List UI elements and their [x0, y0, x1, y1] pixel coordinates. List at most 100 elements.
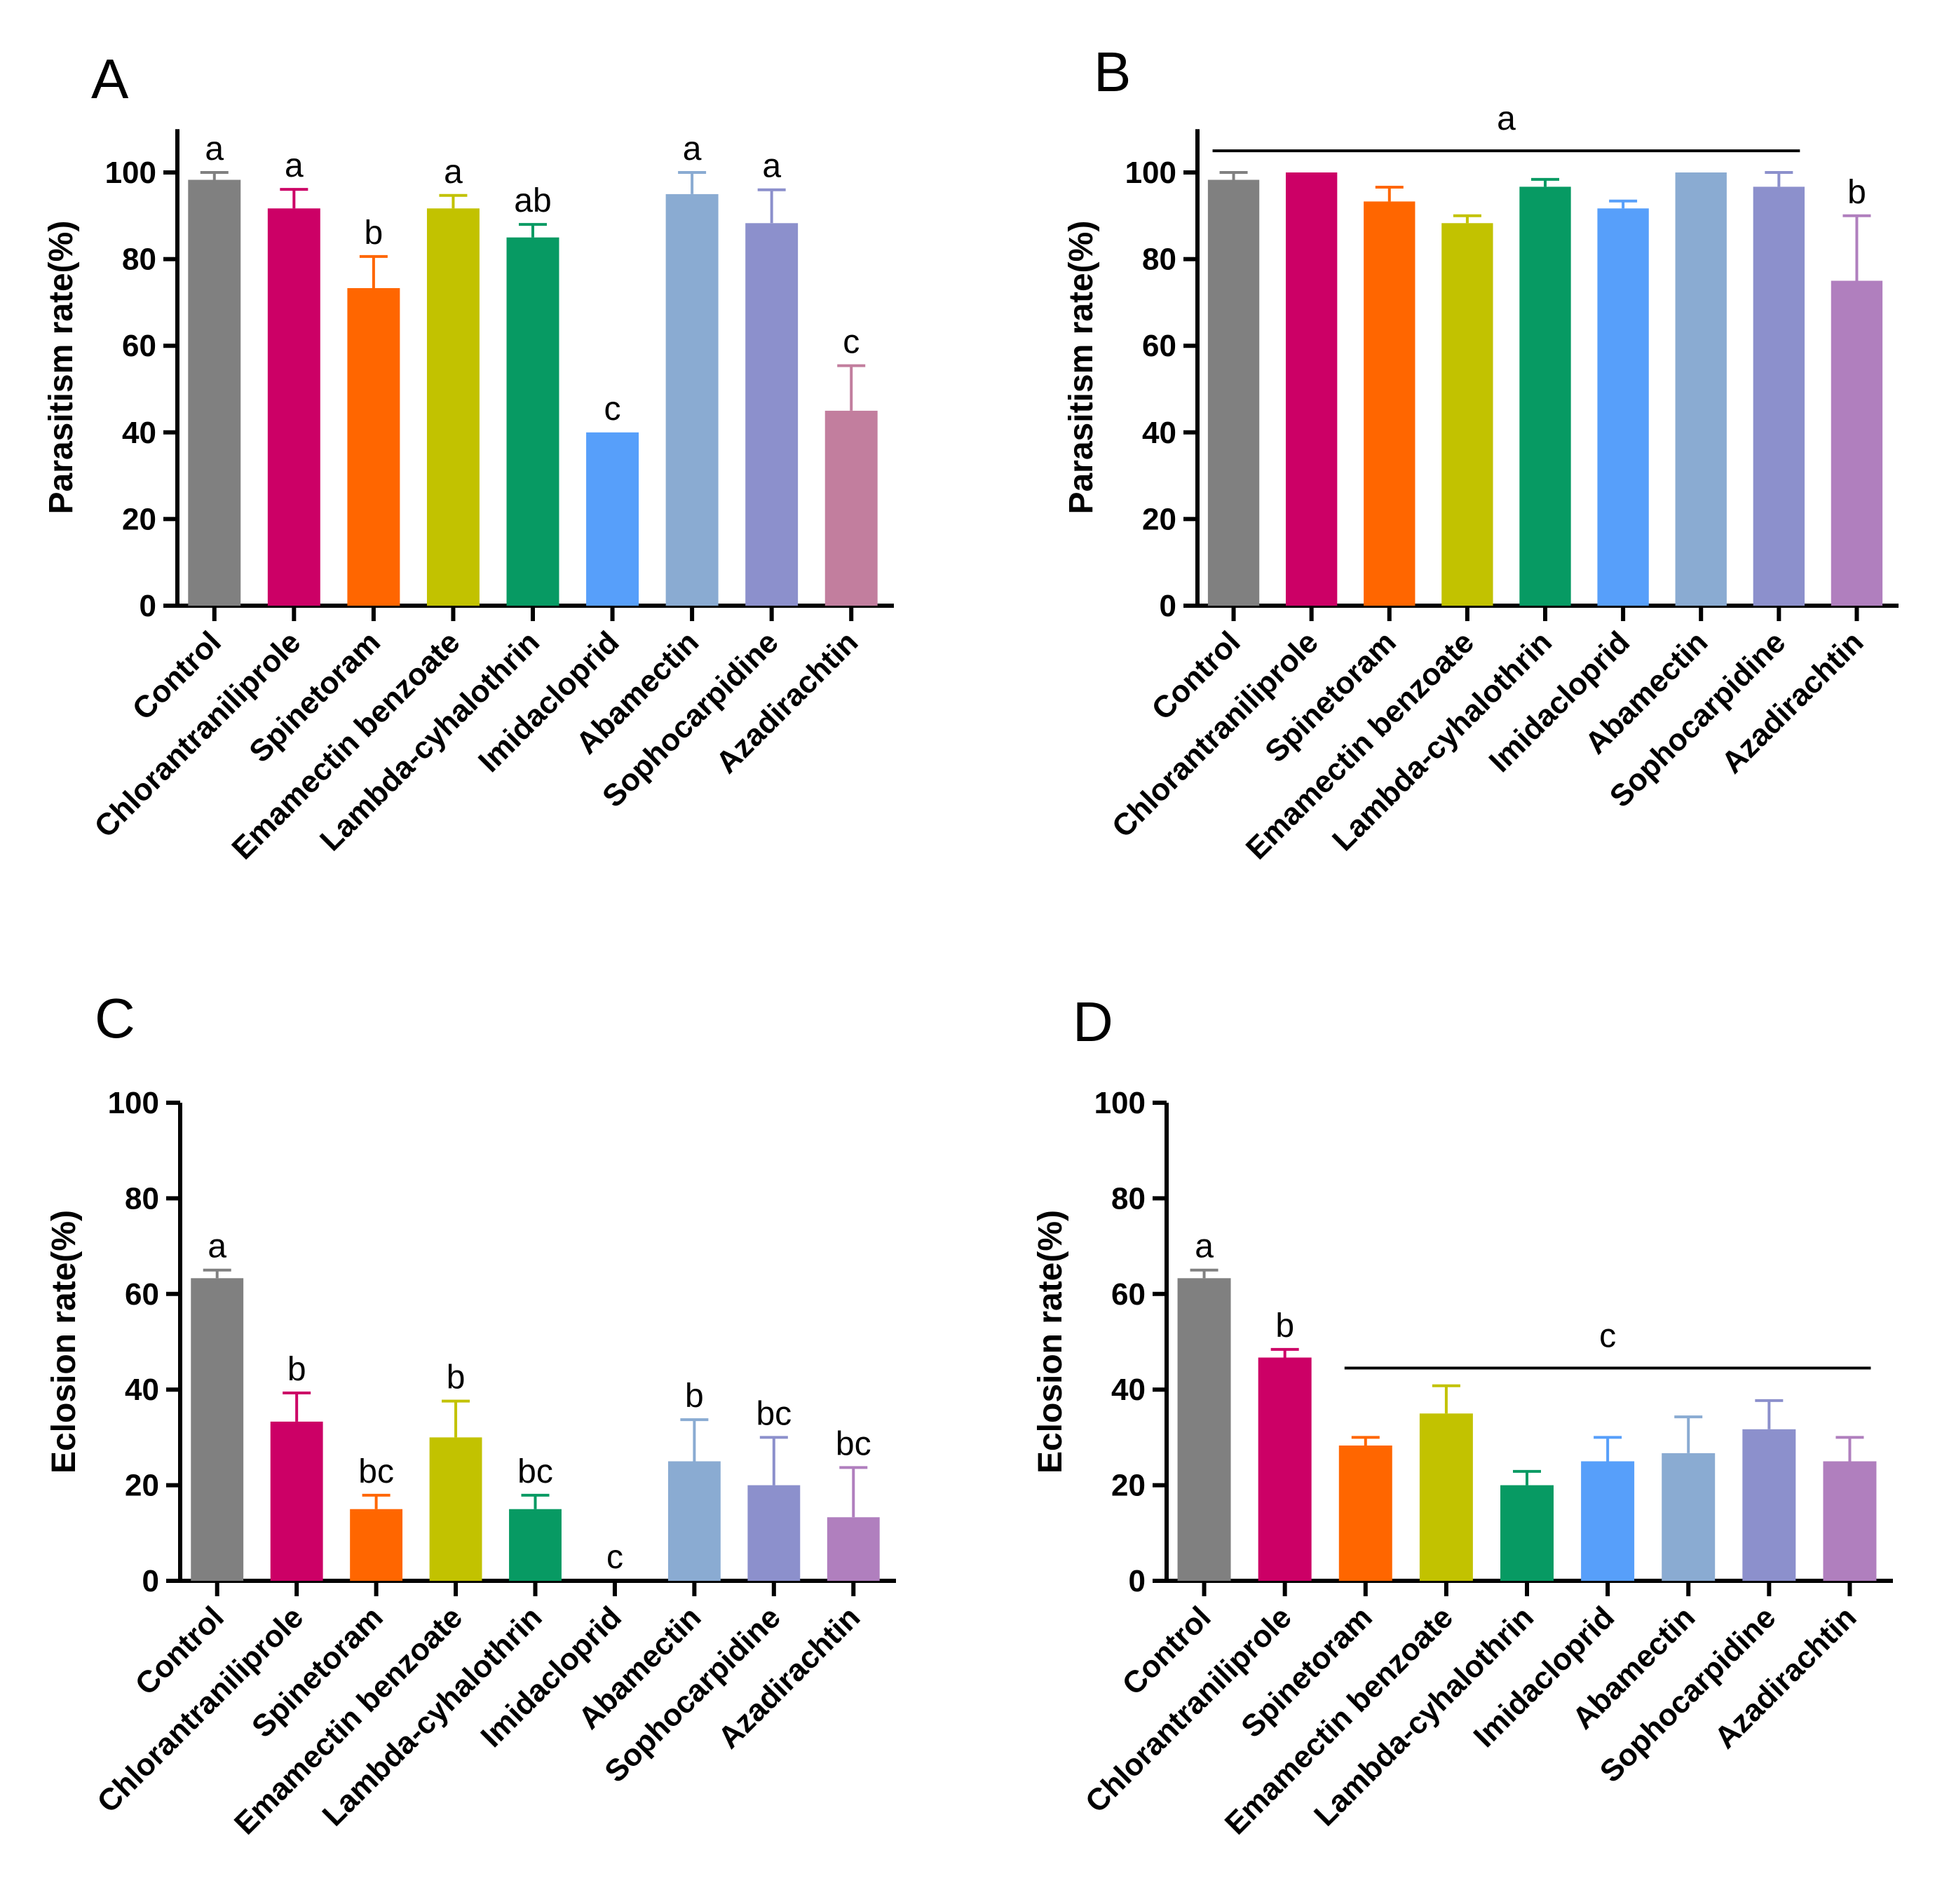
bar: [1500, 1485, 1554, 1581]
panel-letter: C: [95, 987, 135, 1049]
y-tick-label: 40: [122, 416, 156, 450]
bar: [191, 1278, 244, 1581]
y-tick-label: 20: [125, 1469, 159, 1503]
bar: [747, 1485, 801, 1581]
significance-letter: c: [604, 390, 621, 428]
y-tick-label: 40: [125, 1373, 159, 1407]
bar: [347, 288, 400, 606]
y-tick-label: 100: [108, 1086, 159, 1120]
bar: [426, 208, 480, 606]
y-tick-label: 60: [122, 329, 156, 363]
bar: [1177, 1278, 1231, 1581]
significance-letter: b: [365, 215, 383, 252]
significance-letter: bc: [517, 1453, 553, 1490]
x-tick-label: Azadirachtin: [712, 1600, 867, 1755]
bar: [267, 208, 320, 606]
significance-letter: b: [1847, 174, 1866, 211]
bar: [1419, 1413, 1473, 1581]
y-tick-label: 60: [1111, 1277, 1146, 1312]
bar: [1581, 1461, 1635, 1581]
y-tick-label: 60: [1142, 329, 1176, 363]
bar: [188, 179, 241, 606]
bar: [586, 432, 639, 606]
bar: [1742, 1429, 1796, 1581]
significance-letter: a: [285, 147, 304, 184]
x-tick-label: Imidacloprid: [474, 1600, 628, 1754]
bar: [1364, 201, 1415, 606]
y-tick-label: 40: [1142, 416, 1176, 450]
significance-letter: c: [606, 1539, 623, 1576]
y-tick-label: 20: [1111, 1469, 1146, 1503]
y-tick-label: 80: [1111, 1181, 1146, 1216]
x-tick-label: Imidacloprid: [1467, 1600, 1622, 1754]
significance-letter: a: [208, 1228, 226, 1265]
bar: [1519, 186, 1571, 606]
bar: [1831, 280, 1883, 606]
x-tick-label: Azadirachtin: [710, 625, 864, 780]
y-tick-label: 100: [105, 156, 156, 190]
significance-letter: c: [843, 324, 860, 361]
y-axis-label: Eclosion rate(%): [1032, 1210, 1069, 1474]
y-axis-label: Parasitism rate(%): [43, 221, 80, 515]
bar: [1823, 1461, 1877, 1581]
y-axis-label: Parasitism rate(%): [1063, 221, 1100, 515]
significance-letter: bc: [836, 1425, 871, 1462]
bar: [667, 1461, 721, 1581]
panel-letter: B: [1094, 41, 1131, 103]
group-significance-letter: a: [1497, 100, 1516, 137]
bar: [1675, 172, 1727, 606]
significance-letter: b: [447, 1359, 466, 1396]
bar: [1207, 179, 1260, 606]
y-tick-label: 0: [1129, 1564, 1146, 1598]
significance-letter: b: [1275, 1307, 1294, 1345]
y-tick-label: 100: [1094, 1086, 1146, 1120]
bar: [1753, 186, 1805, 606]
significance-letter: bc: [358, 1453, 394, 1490]
bar: [665, 193, 719, 606]
y-tick-label: 60: [125, 1277, 159, 1312]
significance-letter: bc: [756, 1395, 792, 1432]
panel-letter: A: [91, 48, 129, 110]
y-tick-label: 0: [142, 1564, 159, 1598]
y-tick-label: 0: [140, 589, 156, 623]
bar: [1662, 1453, 1716, 1581]
y-tick-label: 20: [122, 502, 156, 536]
significance-letter: a: [1195, 1228, 1214, 1265]
bar: [350, 1509, 403, 1581]
bar: [1597, 208, 1649, 606]
y-tick-label: 80: [125, 1181, 159, 1216]
y-axis-label: Eclosion rate(%): [46, 1210, 83, 1474]
significance-letter: a: [762, 148, 781, 185]
bar: [509, 1509, 562, 1581]
bar: [1338, 1445, 1392, 1581]
significance-letter: a: [444, 154, 463, 191]
significance-letter: a: [683, 130, 702, 168]
significance-letter: b: [685, 1378, 704, 1415]
significance-letter: b: [287, 1351, 306, 1388]
bar: [824, 410, 878, 606]
y-tick-label: 80: [1142, 243, 1176, 277]
significance-letter: a: [205, 130, 224, 168]
group-significance-letter: c: [1599, 1318, 1616, 1355]
x-tick-label: Imidacloprid: [472, 625, 626, 779]
bar: [1258, 1357, 1312, 1581]
panel-letter: D: [1073, 991, 1113, 1053]
y-tick-label: 40: [1111, 1373, 1146, 1407]
bar: [270, 1421, 323, 1581]
y-tick-label: 0: [1160, 589, 1176, 623]
y-tick-label: 20: [1142, 502, 1176, 536]
bar: [827, 1517, 880, 1581]
bar: [1286, 172, 1338, 606]
significance-letter: ab: [514, 182, 551, 219]
y-tick-label: 80: [122, 243, 156, 277]
bar: [506, 237, 559, 606]
bar: [429, 1437, 482, 1581]
bar: [745, 223, 799, 606]
bar: [1441, 223, 1493, 606]
y-tick-label: 100: [1125, 156, 1176, 190]
